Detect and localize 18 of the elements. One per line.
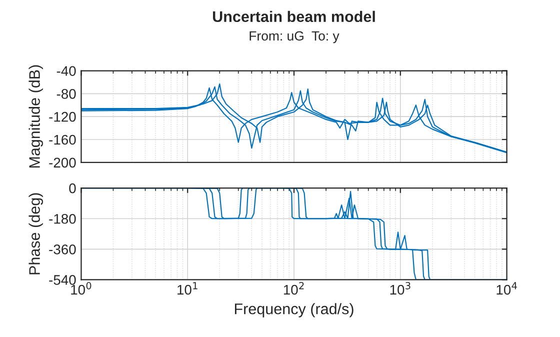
y-tick-label: -200 xyxy=(49,158,76,168)
y-tick-label: -540 xyxy=(49,275,76,285)
y-tick-label: -120 xyxy=(49,112,76,122)
y-tick-label: -80 xyxy=(56,89,76,99)
y-tick-label: -180 xyxy=(49,214,76,224)
y-axis-title: Magnitude (dB) xyxy=(28,65,43,168)
x-tick-label: 10$^{1}$ xyxy=(178,282,198,295)
chart-title: Uncertain beam model xyxy=(212,10,375,22)
chart-subtitle: From: uG To: y xyxy=(250,31,340,44)
x-tick-label: 10$^{2}$ xyxy=(284,282,304,295)
x-tick-label: 10$^{4}$ xyxy=(496,282,517,295)
y-tick-label: -360 xyxy=(49,244,76,254)
y-tick-label: 0 xyxy=(69,183,76,194)
y-tick-label: -160 xyxy=(49,134,76,145)
x-axis-title: Frequency (rad/s) xyxy=(234,303,354,318)
y-axis-title: Phase (deg) xyxy=(28,193,43,274)
y-tick-label: -40 xyxy=(56,66,76,76)
x-tick-label: 10$^{3}$ xyxy=(390,282,410,295)
